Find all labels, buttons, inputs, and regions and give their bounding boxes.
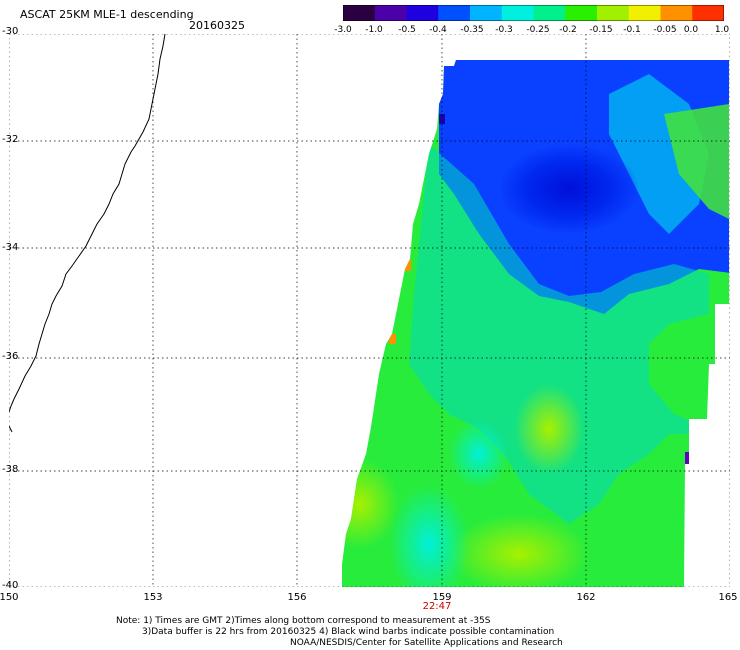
- colorbar-tick: -0.3: [495, 25, 513, 35]
- lon-label: 159: [432, 592, 452, 603]
- lat-label: -40: [2, 580, 19, 591]
- product-title: ASCAT 25KM MLE-1 descending: [20, 8, 194, 21]
- colorbar-tick: -1.0: [365, 25, 383, 35]
- colorbar-swatch: [692, 5, 724, 21]
- colorbar-tick: -0.2: [559, 25, 577, 35]
- colorbar-tick-labels: -3.0 -1.0 -0.5 -0.4 -0.35 -0.3 -0.25 -0.…: [331, 25, 733, 37]
- colorbar-swatch: [438, 5, 471, 21]
- colorbar-tick: -0.05: [653, 25, 677, 35]
- colorbar-tick: -3.0: [334, 25, 352, 35]
- lat-label: -38: [2, 464, 19, 475]
- note-line-1: Note: 1) Times are GMT 2)Times along bot…: [116, 616, 491, 626]
- colorbar-swatch: [374, 5, 407, 21]
- lat-label: -32: [2, 134, 19, 145]
- map-plot: [9, 34, 730, 587]
- colorbar-tick: -0.4: [429, 25, 447, 35]
- colorbar: [343, 5, 724, 21]
- colorbar-swatch: [565, 5, 598, 21]
- graticule: [9, 34, 730, 587]
- lat-label: -36: [2, 351, 19, 362]
- colorbar-tick: -0.1: [623, 25, 641, 35]
- colorbar-tick: 1.0: [714, 25, 730, 35]
- lon-label: 150: [0, 592, 19, 603]
- pass-time-label: 22:47: [422, 601, 452, 612]
- lon-label: 162: [576, 592, 596, 603]
- note-line-2: 3)Data buffer is 22 hrs from 20160325 4)…: [142, 627, 555, 637]
- colorbar-tick: 0.0: [683, 25, 699, 35]
- wind-swath: [342, 60, 729, 587]
- colorbar-swatch: [470, 5, 503, 21]
- colorbar-swatch: [533, 5, 566, 21]
- colorbar-swatch: [501, 5, 534, 21]
- colorbar-tick: -0.15: [589, 25, 613, 35]
- note-line-3: NOAA/NESDIS/Center for Satellite Applica…: [290, 638, 563, 648]
- lon-label: 153: [143, 592, 163, 603]
- lon-label: 156: [287, 592, 307, 603]
- colorbar-tick: -0.25: [526, 25, 550, 35]
- colorbar-swatch: [343, 5, 376, 21]
- coastline: [9, 34, 166, 413]
- product-date: 20160325: [189, 19, 245, 32]
- colorbar-swatch: [660, 5, 693, 21]
- colorbar-tick: -0.5: [398, 25, 416, 35]
- lat-label: -30: [2, 26, 19, 37]
- lon-label: 165: [718, 592, 738, 603]
- colorbar-swatch: [597, 5, 630, 21]
- colorbar-swatch: [628, 5, 661, 21]
- colorbar-tick: -0.35: [460, 25, 484, 35]
- lat-label: -34: [2, 242, 19, 253]
- colorbar-swatch: [406, 5, 439, 21]
